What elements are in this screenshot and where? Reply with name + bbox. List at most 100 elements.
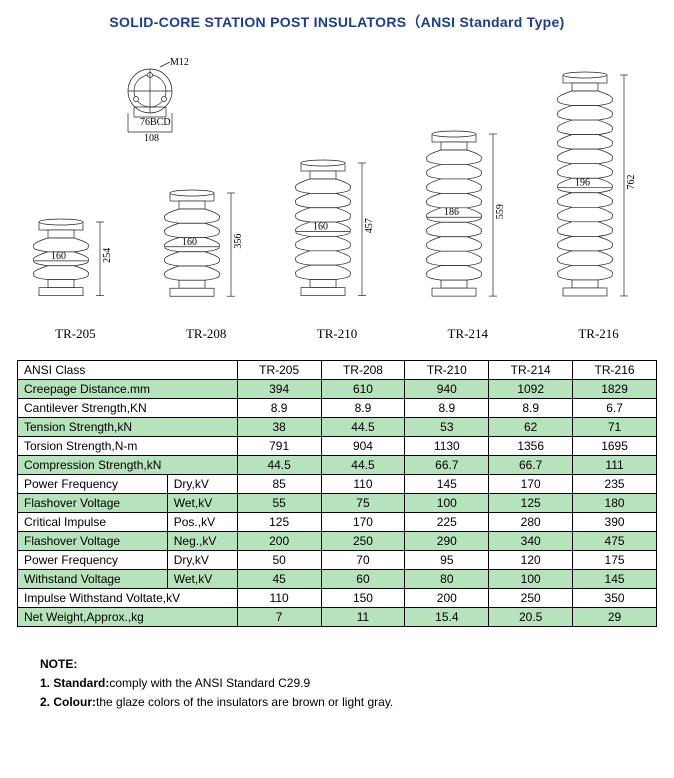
row-value: 120: [489, 551, 573, 570]
row-value: 44.5: [321, 456, 405, 475]
row-value: 45: [237, 570, 321, 589]
table-row: Creepage Distance.mm39461094010921829: [18, 380, 657, 399]
row-label: Power Frequency: [18, 475, 168, 494]
row-value: 200: [405, 589, 489, 608]
row-value: 85: [237, 475, 321, 494]
insulator-label: TR-205: [55, 326, 95, 342]
insulator-label: TR-216: [578, 326, 618, 342]
row-label: Critical Impulse: [18, 513, 168, 532]
notes-heading: NOTE:: [40, 655, 664, 674]
row-value: 7: [237, 608, 321, 627]
row-value: 71: [573, 418, 657, 437]
svg-text:196: 196: [575, 178, 590, 189]
row-value: 225: [405, 513, 489, 532]
row-value: 1356: [489, 437, 573, 456]
row-value: 80: [405, 570, 489, 589]
row-label: Creepage Distance.mm: [18, 380, 238, 399]
row-label: Flashover Voltage: [18, 494, 168, 513]
row-value: 110: [321, 475, 405, 494]
row-value: 125: [489, 494, 573, 513]
row-value: 150: [321, 589, 405, 608]
svg-text:762: 762: [626, 175, 637, 190]
row-label: Net Weight,Approx.,kg: [18, 608, 238, 627]
table-header-label: ANSI Class: [18, 361, 238, 380]
row-label: Impulse Withstand Voltate,kV: [18, 589, 238, 608]
row-value: 66.7: [489, 456, 573, 475]
row-value: 175: [573, 551, 657, 570]
row-value: 38: [237, 418, 321, 437]
row-value: 350: [573, 589, 657, 608]
row-value: 70: [321, 551, 405, 570]
row-value: 250: [489, 589, 573, 608]
row-value: 8.9: [321, 399, 405, 418]
row-value: 1695: [573, 437, 657, 456]
row-label: Power Frequency: [18, 551, 168, 570]
diagram-area: M12 76BCD 108 254160TR-205356160TR-20845…: [10, 52, 664, 342]
row-value: 290: [405, 532, 489, 551]
table-col-header: TR-205: [237, 361, 321, 380]
row-value: 44.5: [321, 418, 405, 437]
svg-text:160: 160: [182, 237, 197, 248]
row-value: 475: [573, 532, 657, 551]
insulator-label: TR-210: [317, 326, 357, 342]
row-value: 200: [237, 532, 321, 551]
table-row: Flashover VoltageWet,kV5575100125180: [18, 494, 657, 513]
row-sublabel: Dry,kV: [167, 475, 237, 494]
insulator-TR-214: 559186TR-214: [419, 124, 517, 342]
row-value: 940: [405, 380, 489, 399]
page-title: SOLID-CORE STATION POST INSULATORS（ANSI …: [10, 12, 664, 32]
row-value: 6.7: [573, 399, 657, 418]
row-value: 791: [237, 437, 321, 456]
row-value: 340: [489, 532, 573, 551]
insulator-TR-208: 356160TR-208: [157, 183, 255, 342]
row-value: 29: [573, 608, 657, 627]
svg-text:160: 160: [51, 251, 66, 262]
note-item-1: 1. Standard:comply with the ANSI Standar…: [40, 674, 664, 693]
row-value: 125: [237, 513, 321, 532]
note-item-2: 2. Colour:the glaze colors of the insula…: [40, 693, 664, 712]
insulator-TR-205: 254 160 TR-205: [26, 212, 124, 342]
row-value: 1829: [573, 380, 657, 399]
row-sublabel: Pos.,kV: [167, 513, 237, 532]
row-label: Cantilever Strength,KN: [18, 399, 238, 418]
row-value: 610: [321, 380, 405, 399]
row-value: 394: [237, 380, 321, 399]
row-value: 170: [489, 475, 573, 494]
row-value: 8.9: [237, 399, 321, 418]
row-value: 111: [573, 456, 657, 475]
row-value: 8.9: [489, 399, 573, 418]
flange-thread-label: M12: [170, 57, 189, 68]
row-sublabel: Neg.,kV: [167, 532, 237, 551]
row-value: 62: [489, 418, 573, 437]
table-row: Cantilever Strength,KN8.98.98.98.96.7: [18, 399, 657, 418]
table-row: Power FrequencyDry,kV507095120175: [18, 551, 657, 570]
row-label: Withstand Voltage: [18, 570, 168, 589]
table-row: Power FrequencyDry,kV85110145170235: [18, 475, 657, 494]
row-value: 110: [237, 589, 321, 608]
insulator-label: TR-208: [186, 326, 226, 342]
row-value: 100: [405, 494, 489, 513]
table-col-header: TR-210: [405, 361, 489, 380]
table-col-header: TR-216: [573, 361, 657, 380]
row-value: 100: [489, 570, 573, 589]
row-value: 235: [573, 475, 657, 494]
table-col-header: TR-208: [321, 361, 405, 380]
row-value: 1130: [405, 437, 489, 456]
row-value: 8.9: [405, 399, 489, 418]
table-row: Flashover VoltageNeg.,kV200250290340475: [18, 532, 657, 551]
row-value: 904: [321, 437, 405, 456]
table-row: Torsion Strength,N-m791904113013561695: [18, 437, 657, 456]
svg-text:254: 254: [102, 248, 113, 263]
row-label: Tension Strength,kN: [18, 418, 238, 437]
row-value: 145: [573, 570, 657, 589]
row-sublabel: Wet,kV: [167, 570, 237, 589]
svg-text:160: 160: [313, 222, 328, 233]
row-value: 180: [573, 494, 657, 513]
spec-table: ANSI ClassTR-205TR-208TR-210TR-214TR-216…: [17, 360, 657, 627]
row-value: 60: [321, 570, 405, 589]
row-value: 145: [405, 475, 489, 494]
row-value: 53: [405, 418, 489, 437]
insulator-TR-216: 762 196 TR-216: [550, 65, 648, 342]
row-value: 55: [237, 494, 321, 513]
svg-text:559: 559: [495, 204, 506, 219]
